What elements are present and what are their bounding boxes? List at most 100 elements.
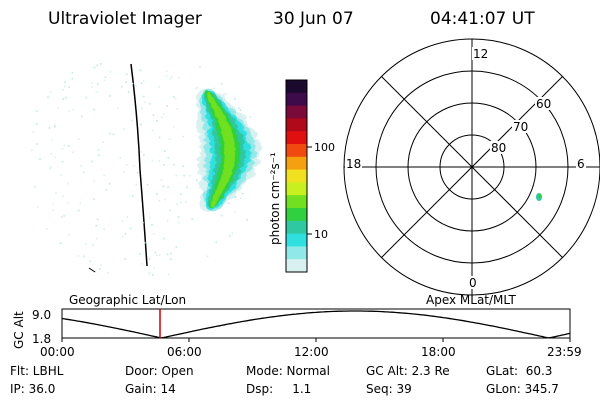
noise-speck [123,171,125,173]
noise-speck [63,215,65,217]
noise-speck [170,252,172,255]
noise-speck [94,270,97,273]
noise-speck [168,138,171,140]
noise-speck [148,102,151,105]
noise-speck [189,174,191,177]
noise-speck [85,96,88,99]
noise-speck [140,82,143,84]
noise-speck [49,167,51,170]
color-bar-label: photon cm⁻²s⁻¹ [268,152,282,245]
auroral-image [30,63,263,276]
noise-speck [124,258,126,260]
noise-speck [91,244,94,246]
noise-speck [68,233,71,236]
noise-speck [109,132,111,135]
seq-value: Seq: 39 [366,382,412,396]
noise-speck [162,185,164,188]
noise-speck [51,138,54,141]
noise-speck [121,220,124,222]
noise-speck [85,242,87,245]
noise-speck [164,198,166,201]
ip-value: IP: 36.0 [10,382,56,396]
noise-speck [143,95,145,98]
noise-speck [125,81,127,83]
noise-speck [166,253,169,256]
noise-speck [142,80,145,82]
noise-speck [176,108,179,110]
noise-speck [39,158,41,161]
noise-speck [81,115,83,118]
noise-speck [156,254,158,256]
glat-value: GLat: 60.3 [486,364,553,378]
noise-speck [97,149,100,151]
noise-speck [158,200,161,202]
noise-speck [93,66,96,69]
noise-speck [158,254,161,257]
noise-speck [154,251,157,254]
noise-speck [62,195,64,198]
noise-speck [167,273,170,276]
door-value: Door: Open [125,364,194,378]
noise-speck [223,93,225,96]
noise-speck [138,69,141,71]
mlt-label-6: 6 [577,157,585,171]
lat-label-80: 80 [491,141,506,155]
color-bar-tick-label-10: 10 [314,228,328,241]
noise-speck [158,86,160,88]
noise-speck [59,242,62,244]
noise-speck [123,128,125,130]
noise-speck [67,145,70,147]
noise-speck [45,228,48,230]
noise-speck [169,209,171,212]
noise-speck [152,273,154,276]
timeline-x-tick-label-0: 00:00 [40,345,75,359]
noise-speck [48,127,51,129]
noise-speck [144,101,146,103]
noise-speck [163,237,165,240]
noise-speck [91,160,93,163]
noise-speck [167,219,169,222]
noise-speck [61,216,63,219]
noise-speck [36,143,38,145]
noise-speck [153,267,156,270]
noise-speck [98,154,100,156]
mlt-label-0: 0 [469,276,477,290]
image-tick [88,267,96,273]
noise-speck [93,108,96,111]
timeline-x-tick-label-4: 23:59 [547,345,582,359]
noise-speck [68,86,70,89]
noise-speck [61,147,64,150]
noise-speck [140,151,143,153]
noise-speck [166,105,168,107]
color-bar-cell [286,195,307,209]
noise-speck [96,237,98,240]
color-bar-tick-label-100: 100 [314,141,335,154]
noise-speck [72,108,74,111]
noise-speck [32,131,35,133]
timeline-x-tick-label-2: 12:00 [294,345,329,359]
noise-speck [215,241,218,244]
noise-speck [108,183,111,185]
noise-speck [33,185,36,188]
color-bar-cell [286,246,307,260]
noise-speck [185,201,187,203]
noise-speck [141,95,144,98]
noise-speck [131,195,134,197]
timeline-x-tick-label-1: 06:00 [167,345,202,359]
noise-speck [146,183,149,186]
color-bar-cell [286,92,307,107]
noise-speck [127,91,130,93]
noise-speck [152,233,155,235]
color-bar-cell [286,80,307,94]
noise-speck [140,70,142,72]
noise-speck [139,253,141,255]
noise-speck [109,95,111,97]
noise-speck [198,186,201,189]
noise-speck [60,174,62,176]
altitude-curve [61,310,571,339]
dsp-value: Dsp: 1.1 [246,382,312,396]
polar-plot: 12 18 6 0 60 70 80 [343,38,600,296]
noise-speck [220,82,223,85]
noise-speck [50,153,52,155]
noise-speck [57,107,59,109]
